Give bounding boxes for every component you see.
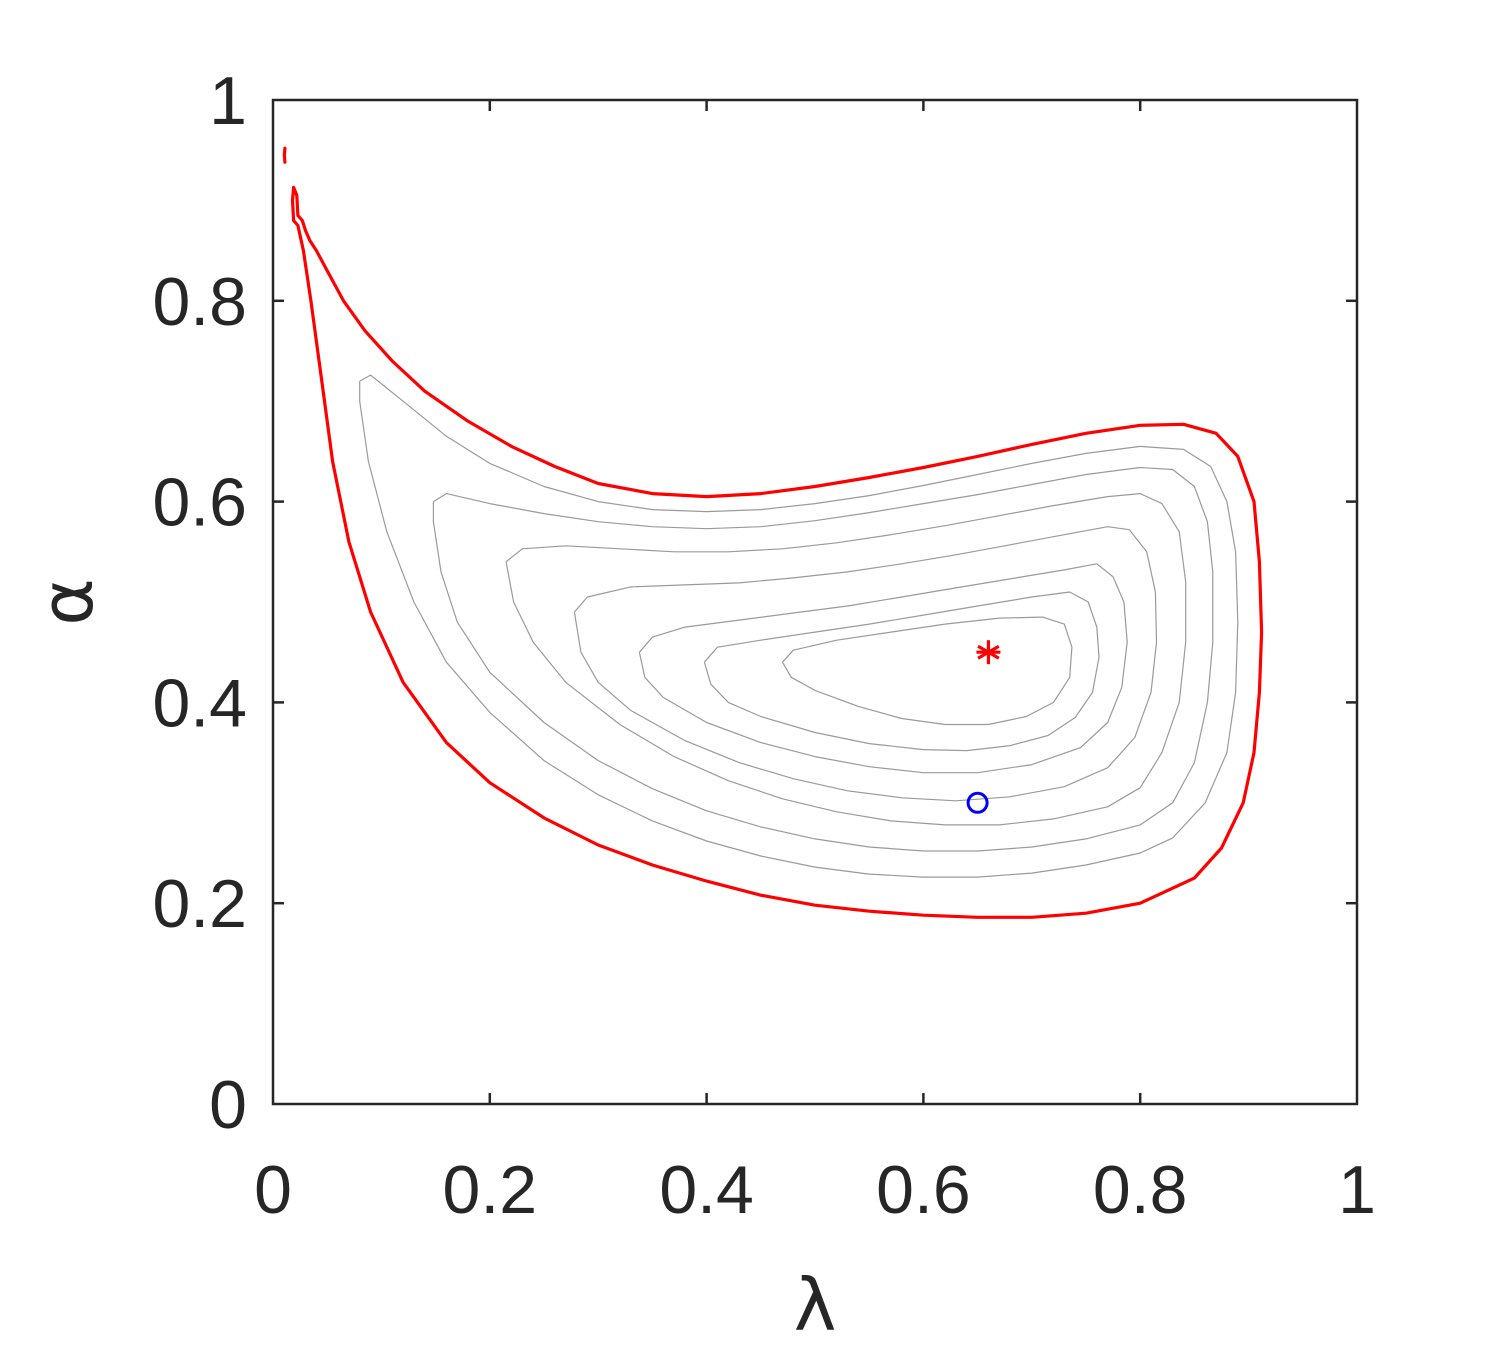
x-tick-label: 1 [1338, 1152, 1376, 1228]
x-tick-label: 0.2 [443, 1152, 538, 1228]
contour-line-3 [505, 493, 1187, 826]
contour-line-1 [359, 374, 1239, 878]
y-tick-label: 0.4 [152, 665, 247, 741]
contour-line-2 [432, 466, 1214, 852]
equilibrium-asterisk-marker [976, 640, 1001, 665]
axes-frame [271, 98, 1359, 1106]
separatrix-line [290, 185, 1264, 919]
y-tick-label: 0 [209, 1067, 247, 1143]
y-tick-label: 0.6 [152, 465, 247, 541]
x-tick-label: 0.4 [659, 1152, 754, 1228]
y-axis-label: α [25, 578, 109, 625]
contour-line-6 [703, 591, 1100, 752]
tick-labels: 0 0.2 0.4 0.6 0.8 1 0 0.2 0.4 0.6 0.8 1 [152, 63, 1375, 1228]
separatrix-fragment-line [282, 146, 287, 164]
y-tick-label: 0.8 [152, 264, 247, 340]
separatrix-boundary [282, 146, 1264, 919]
contour-line-5 [638, 563, 1128, 774]
initial-point-circle-marker [966, 791, 989, 814]
x-axis-label: λ [794, 1263, 837, 1347]
y-tick-label: 0.2 [152, 866, 247, 942]
y-tick-label: 1 [209, 63, 247, 139]
point-markers [966, 640, 1001, 814]
contour-line-7 [781, 616, 1073, 726]
contour-line-4 [573, 526, 1158, 802]
contour-lines [359, 374, 1239, 878]
x-tick-label: 0.6 [876, 1152, 971, 1228]
x-tick-label: 0 [254, 1152, 292, 1228]
x-tick-label: 0.8 [1093, 1152, 1188, 1228]
axes-box [271, 98, 1359, 1106]
